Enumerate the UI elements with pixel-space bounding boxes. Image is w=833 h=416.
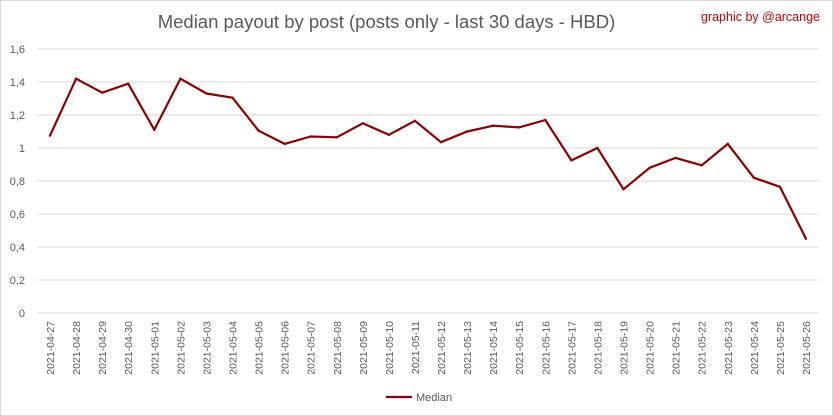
- chart-title: Median payout by post (posts only - last…: [157, 11, 616, 32]
- x-tick-label: 2021-04-28: [71, 321, 83, 375]
- x-tick-label: 2021-05-14: [488, 321, 500, 375]
- y-tick-label: 1,6: [10, 44, 25, 56]
- data-point: [127, 82, 130, 85]
- data-point: [752, 176, 756, 179]
- x-tick-label: 2021-05-24: [749, 321, 761, 375]
- data-point: [518, 126, 521, 129]
- x-tick-label: 2021-05-02: [175, 321, 187, 375]
- y-tick-label: 1: [19, 143, 25, 155]
- y-tick-label: 0,4: [10, 242, 25, 254]
- data-point: [283, 142, 286, 146]
- x-tick-label: 2021-05-23: [723, 321, 735, 375]
- x-tick-label: 2021-05-22: [697, 321, 709, 375]
- data-point: [465, 130, 469, 133]
- x-tick-label: 2021-05-11: [410, 321, 422, 374]
- x-tick-label: 2021-04-29: [97, 321, 109, 375]
- credit-label: graphic by @arcange: [700, 10, 820, 24]
- x-tick-label: 2021-05-19: [619, 321, 631, 375]
- data-point: [335, 136, 338, 139]
- x-tick-label: 2021-04-30: [123, 321, 135, 375]
- legend-label: Median: [416, 392, 452, 404]
- y-tick-label: 0: [19, 308, 25, 320]
- data-point: [153, 128, 156, 132]
- x-tick-label: 2021-05-26: [801, 321, 813, 375]
- x-tick-label: 2021-05-06: [280, 321, 292, 375]
- data-point: [309, 135, 312, 138]
- data-point: [100, 91, 104, 94]
- data-point: [570, 159, 573, 162]
- data-point: [804, 237, 808, 240]
- data-point: [257, 129, 260, 132]
- data-point: [596, 146, 599, 150]
- data-point: [544, 118, 547, 122]
- data-point: [179, 77, 182, 80]
- x-tick-label: 2021-05-15: [514, 321, 526, 375]
- y-tick-label: 1,2: [10, 110, 25, 122]
- data-point: [648, 166, 651, 169]
- x-tick-label: 2021-04-27: [45, 321, 57, 375]
- data-point: [674, 156, 677, 160]
- x-tick-label: 2021-05-04: [228, 321, 240, 375]
- x-tick-label: 2021-05-09: [358, 321, 370, 375]
- x-tick-label: 2021-05-16: [540, 321, 552, 375]
- x-tick-label: 2021-05-08: [332, 321, 344, 375]
- x-tick-label: 2021-05-01: [149, 321, 161, 375]
- x-tick-label: 2021-05-13: [462, 321, 474, 375]
- data-point: [726, 142, 729, 146]
- x-tick-label: 2021-05-18: [592, 321, 604, 375]
- x-tick-label: 2021-05-10: [384, 321, 396, 375]
- x-tick-label: 2021-05-03: [201, 321, 213, 375]
- data-point: [778, 185, 782, 188]
- x-tick-label: 2021-05-05: [254, 321, 266, 375]
- data-point: [74, 77, 78, 80]
- x-tick-label: 2021-05-21: [671, 321, 683, 375]
- data-point: [622, 188, 625, 191]
- data-point: [700, 164, 703, 167]
- y-tick-label: 0,6: [10, 209, 25, 221]
- data-point: [205, 92, 208, 95]
- y-tick-label: 1,4: [10, 77, 25, 89]
- data-point: [413, 119, 417, 122]
- series-line-median: [49, 77, 807, 240]
- data-point: [231, 96, 234, 99]
- x-tick-label: 2021-05-20: [645, 321, 657, 375]
- x-tick-label: 2021-05-25: [775, 321, 787, 375]
- data-point: [491, 124, 495, 127]
- data-point: [387, 133, 391, 136]
- y-tick-label: 0,2: [10, 275, 25, 287]
- x-tick-label: 2021-05-12: [436, 321, 448, 375]
- x-tick-label: 2021-05-07: [306, 321, 318, 375]
- data-point: [48, 134, 52, 137]
- data-point: [361, 122, 365, 125]
- x-tick-label: 2021-05-17: [566, 321, 578, 375]
- data-point: [439, 141, 443, 144]
- y-tick-label: 0,8: [10, 176, 25, 188]
